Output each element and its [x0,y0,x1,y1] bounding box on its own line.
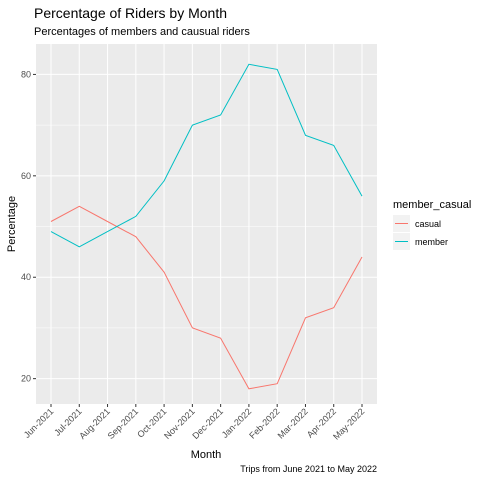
series-lines [50,63,363,390]
y-tick-label: 20 [21,374,31,384]
series-line-casual [50,205,363,390]
x-tick-label: Sep-2021 [106,406,141,441]
y-axis-title: Percentage [6,196,18,252]
x-tick-label: Mar-2022 [276,406,310,440]
chart-title: Percentage of Riders by Month [34,5,227,21]
grid-lines [36,44,377,404]
legend-title: member_casual [393,199,471,211]
legend-label-member: member [415,237,448,247]
chart-caption: Trips from June 2021 to May 2022 [240,464,377,474]
legend-label-casual: casual [415,219,441,229]
x-tick-label: Dec-2021 [190,406,225,441]
x-axis: Jun-2021Jul-2021Aug-2021Sep-2021Oct-2021… [22,404,366,442]
y-tick-label: 80 [21,69,31,79]
plot-panel [36,44,377,404]
y-tick-label: 60 [21,171,31,181]
y-tick-label: 40 [21,272,31,282]
chart-subtitle: Percentages of members and causual rider… [34,26,250,38]
x-tick-label: Jun-2021 [22,406,56,440]
series-line-member [50,63,363,248]
x-axis-title: Month [191,449,222,461]
legend: member_casual casual member [393,199,471,250]
y-axis: 20 40 60 80 [21,69,36,384]
